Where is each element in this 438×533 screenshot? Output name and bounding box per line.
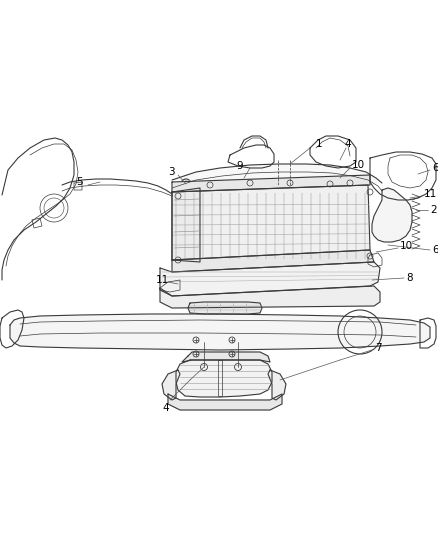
- Text: 2: 2: [430, 205, 437, 215]
- Text: 6: 6: [432, 245, 438, 255]
- Text: 9: 9: [236, 161, 243, 171]
- Text: 11: 11: [156, 275, 169, 285]
- Bar: [0, 300, 438, 533]
- Text: 3: 3: [168, 167, 175, 177]
- Text: 4: 4: [162, 403, 169, 413]
- Text: 10: 10: [400, 241, 413, 251]
- Polygon shape: [10, 314, 430, 350]
- Text: 5: 5: [76, 177, 83, 187]
- Polygon shape: [168, 394, 282, 410]
- Polygon shape: [372, 188, 412, 242]
- Polygon shape: [172, 188, 200, 262]
- Text: 8: 8: [406, 273, 413, 283]
- Polygon shape: [172, 250, 374, 272]
- Text: 4: 4: [344, 139, 351, 149]
- Text: 6: 6: [432, 163, 438, 173]
- Polygon shape: [176, 360, 272, 397]
- Polygon shape: [268, 370, 286, 400]
- Polygon shape: [182, 352, 270, 362]
- Polygon shape: [172, 164, 382, 183]
- Polygon shape: [162, 370, 180, 400]
- Text: 1: 1: [316, 139, 323, 149]
- Polygon shape: [160, 286, 380, 308]
- Text: 7: 7: [375, 343, 381, 353]
- Polygon shape: [172, 185, 370, 260]
- Polygon shape: [188, 302, 262, 314]
- Text: 10: 10: [352, 160, 365, 170]
- Polygon shape: [160, 262, 380, 296]
- Text: 11: 11: [424, 189, 437, 199]
- Bar: [0, 0, 438, 280]
- Polygon shape: [172, 175, 370, 192]
